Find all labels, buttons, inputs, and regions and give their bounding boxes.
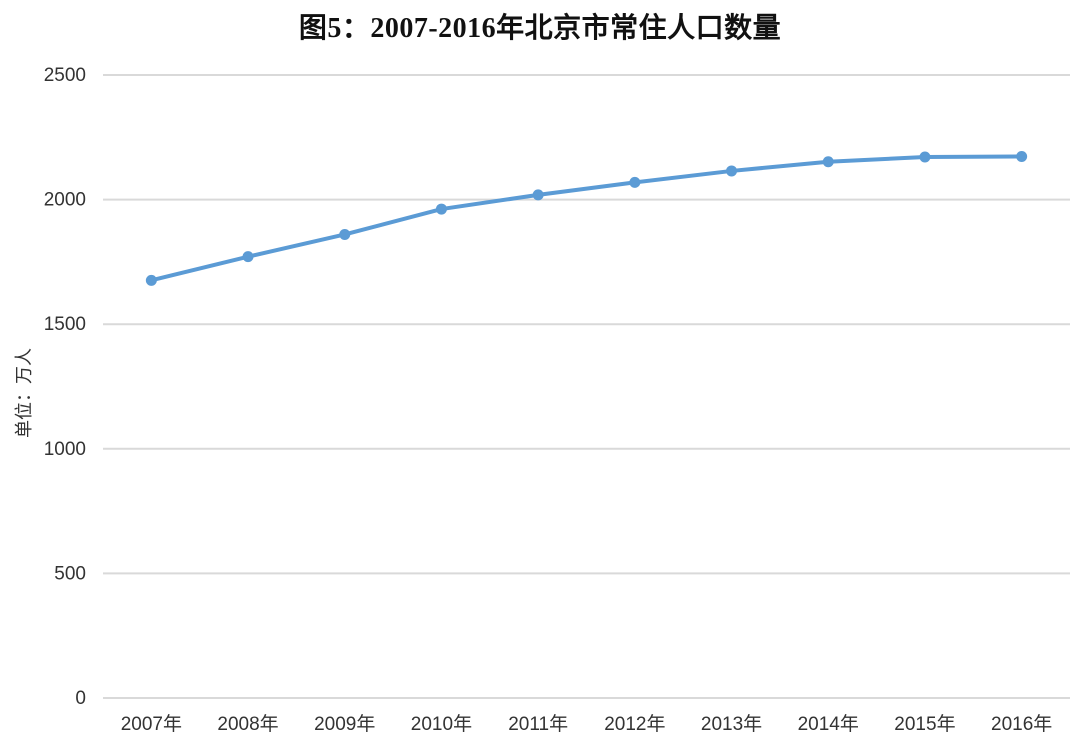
y-axis-title: 单位：万人 (14, 348, 34, 438)
data-point-marker (242, 251, 254, 263)
chart-title: 图5：2007-2016年北京市常住人口数量 (298, 13, 782, 44)
y-tick-label: 0 (75, 688, 86, 709)
data-point-marker (339, 228, 351, 240)
data-point-marker (726, 165, 738, 177)
population-series-line (149, 154, 1024, 283)
x-tick-label: 2011年 (508, 713, 568, 735)
data-point-marker (145, 274, 157, 286)
x-tick-label: 2015年 (894, 713, 955, 735)
y-tick-label: 2500 (44, 65, 86, 86)
x-tick-label: 2016年 (991, 713, 1052, 735)
data-point-marker (629, 176, 641, 188)
y-tick-label: 1000 (44, 439, 86, 460)
y-tick-label: 1500 (44, 314, 86, 335)
x-tick-label: 2007年 (121, 713, 182, 735)
data-point-marker (435, 203, 447, 215)
data-point-marker (532, 189, 544, 201)
x-tick-label: 2013年 (701, 713, 762, 735)
y-tick-label: 500 (54, 563, 86, 584)
x-tick-label: 2010年 (411, 713, 472, 735)
data-point-marker (822, 156, 834, 168)
data-point-marker (1016, 150, 1028, 162)
x-tick-label: 2008年 (217, 713, 278, 735)
x-tick-label: 2014年 (798, 713, 859, 735)
x-tick-label: 2012年 (604, 713, 665, 735)
data-point-marker (919, 151, 931, 163)
y-tick-label: 2000 (44, 190, 86, 211)
x-tick-label: 2009年 (314, 713, 375, 735)
